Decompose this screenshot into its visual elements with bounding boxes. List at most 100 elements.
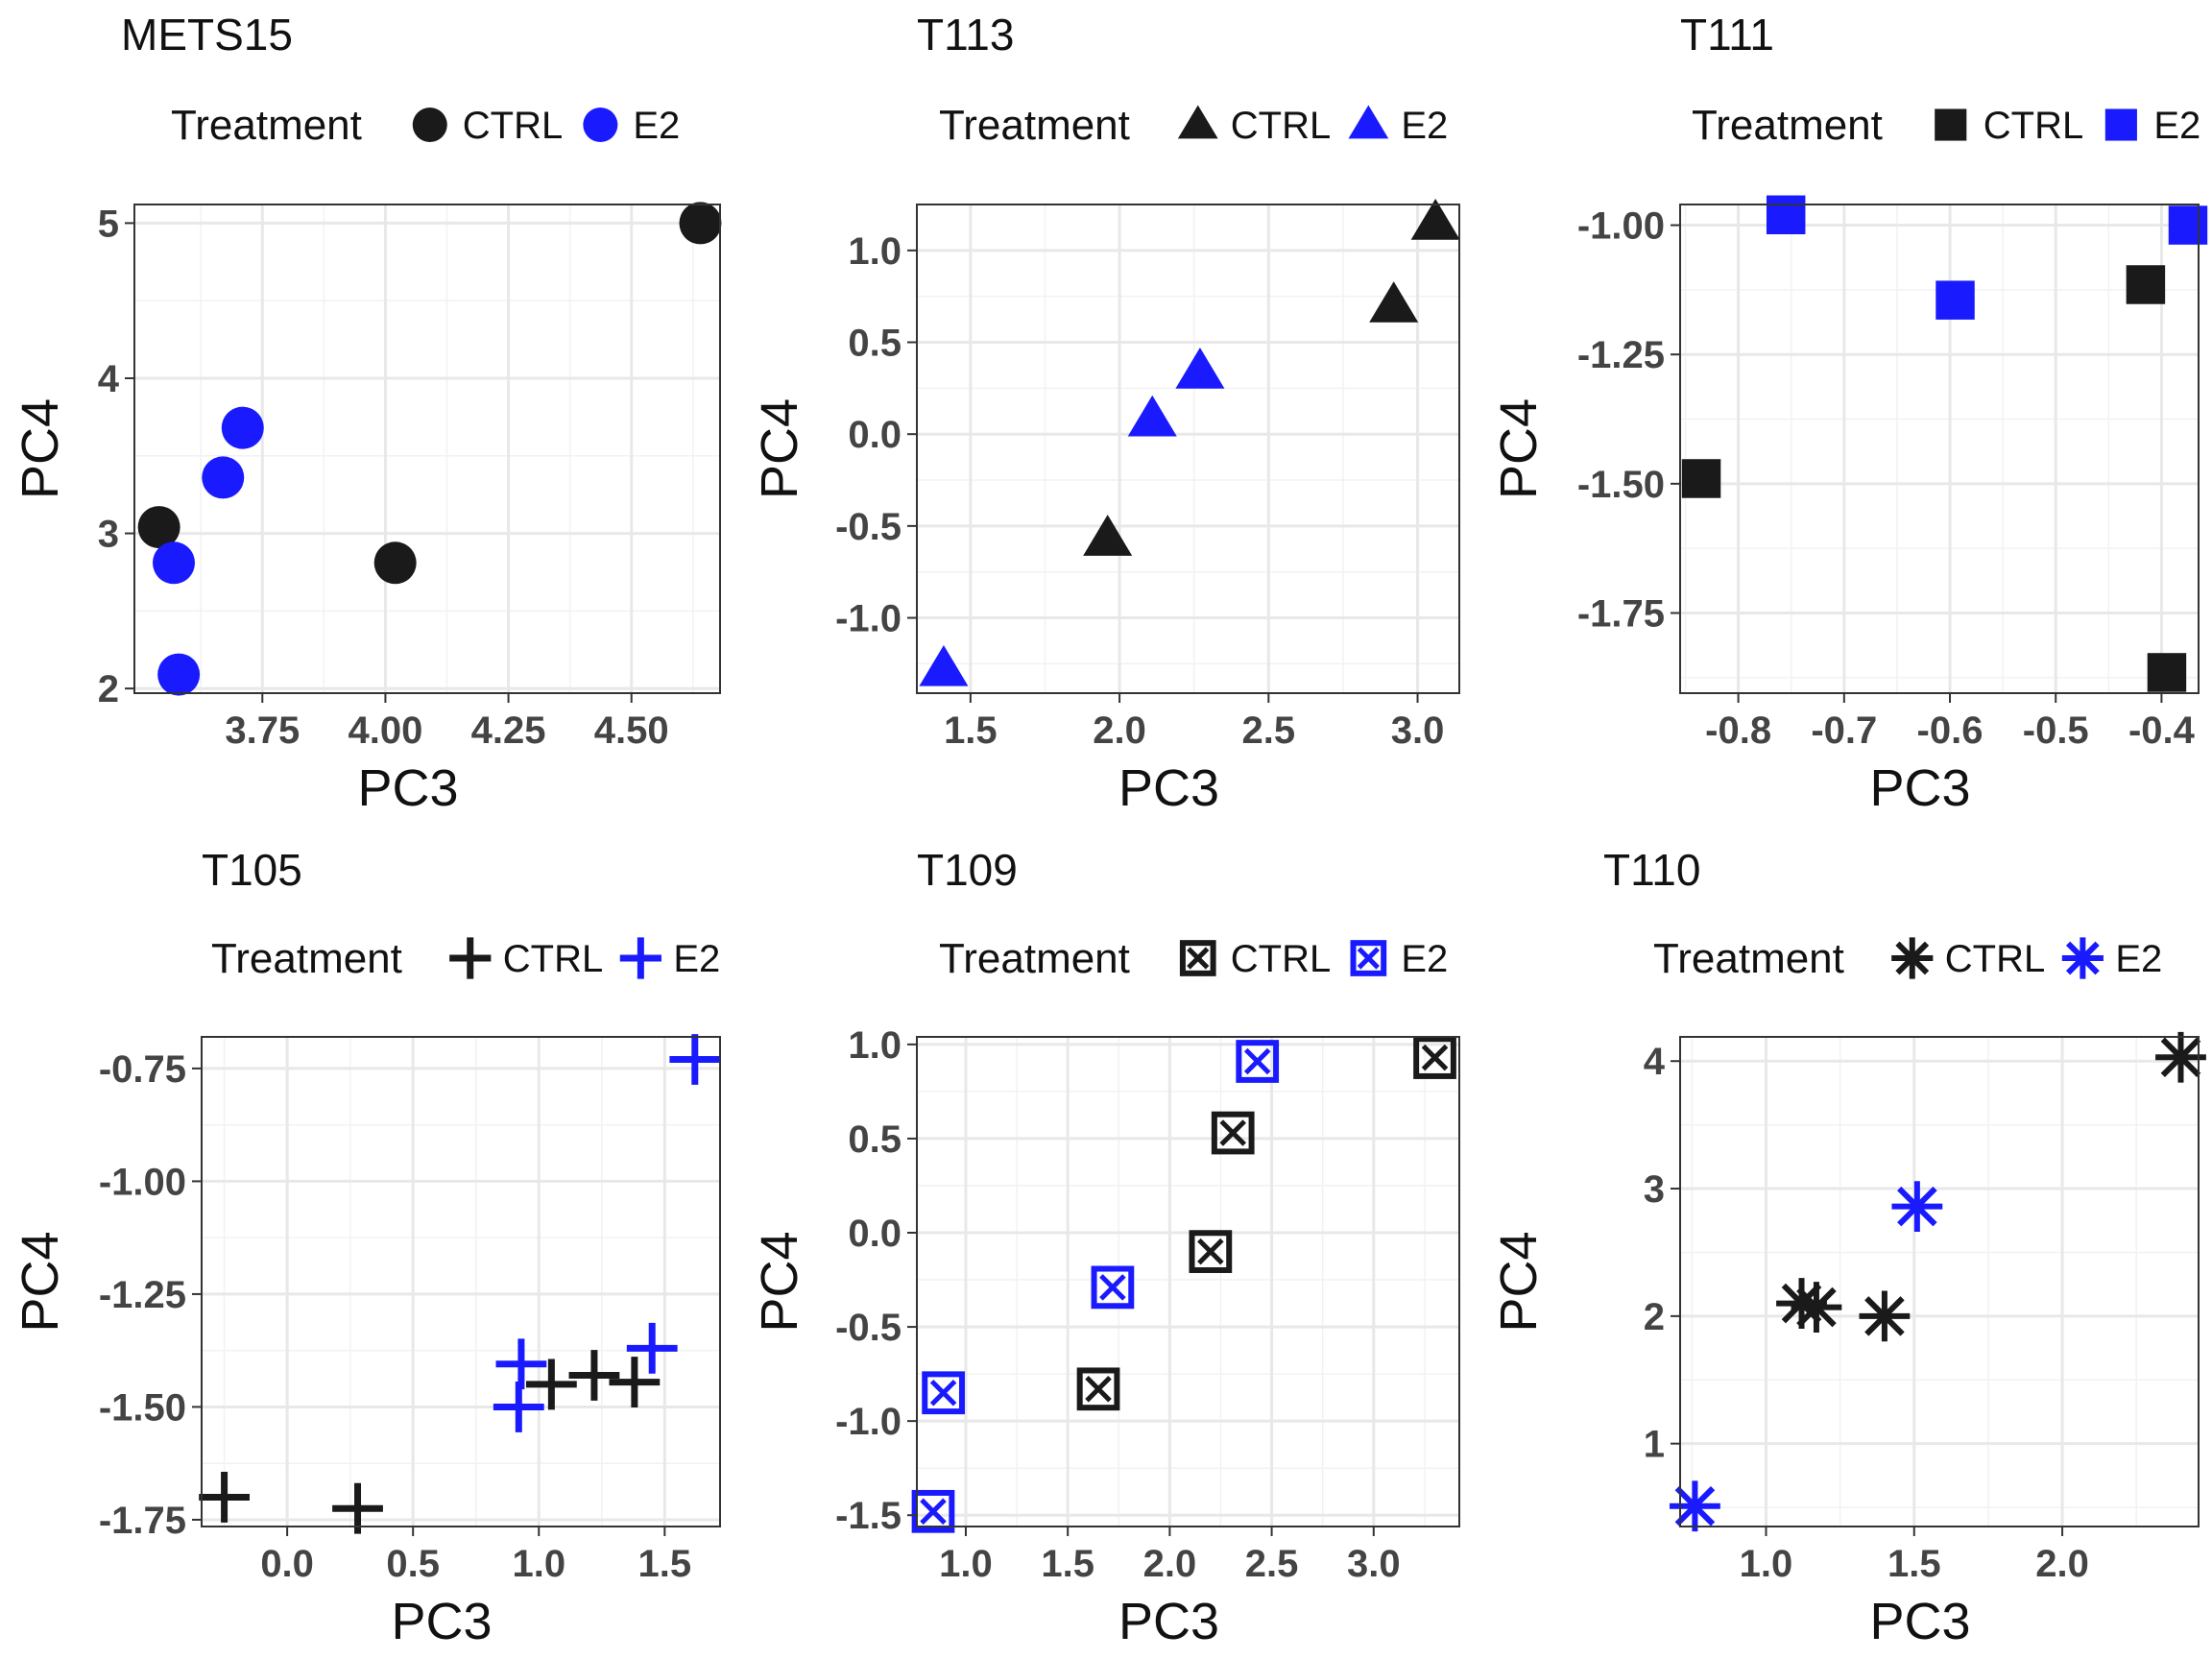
y-tick-label: 0.0 [848,414,902,456]
panel-title: T110 [1603,845,1700,895]
y-tick-label: -1.50 [99,1386,186,1429]
panel-title: T109 [917,845,1018,895]
legend-key-e2 [583,108,618,142]
y-axis-label: PC4 [1490,398,1548,499]
data-points [1670,1031,2206,1532]
point-e2-2 [1936,280,1975,320]
point-e2-1 [153,541,196,585]
data-points [137,202,722,696]
legend-title: Treatment [1692,102,1883,149]
point-ctrl-2 [373,541,417,585]
y-tick-label: -1.75 [99,1500,186,1542]
plot-background [1680,1037,2199,1527]
x-tick-label: 2.5 [1242,709,1296,752]
x-tick-label: 1.5 [1041,1543,1094,1585]
y-tick-label: -0.75 [99,1048,186,1091]
point-e2-3 [2168,205,2208,245]
point-e2-1 [911,1489,955,1533]
panel-title: T105 [202,845,302,895]
panel-mets15: METS15 Treatment CTRL E2 3.75 4.00 4.25 4.50 2 3 4… [12,10,722,817]
y-tick-label: 1.0 [848,230,902,273]
x-tick-label: 3.0 [1347,1543,1401,1585]
data-points [1681,195,2208,692]
point-e2-4 [221,406,264,449]
plot-background [134,204,720,693]
x-axis-label: PC3 [1869,759,1970,817]
y-tick-label: -1.0 [835,1401,902,1443]
legend-label-ctrl: CTRL [503,938,603,980]
y-axis-label: PC4 [1490,1231,1548,1332]
plot-background [1680,204,2199,693]
legend-label-ctrl: CTRL [463,105,563,147]
y-tick-label: -0.5 [835,1307,902,1349]
x-tick-label: 1.5 [1887,1543,1941,1585]
major-gridlines [1680,1037,2199,1527]
y-tick-label: 0.5 [848,323,902,365]
x-tick-label: -0.8 [1705,709,1771,752]
y-axis-label: PC4 [12,1231,69,1332]
panel-t105: T105 Treatment CTRL E2 0.0 0.5 1.0 1.5 -1.75 -1.5… [12,845,721,1650]
x-axis-label: PC3 [391,1593,492,1650]
y-tick-label: -1.50 [1577,464,1665,506]
data-points [919,199,1460,686]
y-tick-label: 0.5 [848,1118,902,1161]
y-tick-label: 5 [98,203,119,245]
x-axis-label: PC3 [1118,1593,1219,1650]
x-tick-label: 1.5 [944,709,998,752]
plot-frame [1679,1036,2200,1527]
y-axis-label: PC4 [12,398,69,499]
point-e2-1 [493,1382,544,1432]
point-ctrl-2 [2126,265,2166,304]
major-gridlines [134,204,720,693]
legend-label-e2: E2 [2153,105,2200,147]
x-axis-label: PC3 [357,759,458,817]
y-tick-label: 3 [1644,1168,1665,1211]
data-points [911,1036,1456,1533]
point-ctrl-1 [1083,515,1133,556]
data-points [199,1034,721,1534]
x-tick-label: 3.0 [1391,709,1445,752]
point-e2-3 [202,456,245,499]
point-e2-1 [1670,1480,1720,1532]
legend-label-ctrl: CTRL [1231,938,1331,980]
point-e2-2 [1127,395,1177,437]
x-tick-label: 0.0 [260,1543,314,1585]
legend-title: Treatment [171,102,362,149]
x-tick-label: 2.0 [2035,1543,2089,1585]
y-tick-label: -1.0 [835,598,902,640]
legend-key-ctrl [412,108,447,142]
x-tick-label: 1.0 [939,1543,993,1585]
y-axis-label: PC4 [751,398,808,499]
y-tick-label: 2 [98,668,119,710]
y-tick-label: -1.75 [1577,593,1665,636]
point-ctrl-3 [2147,653,2187,692]
point-ctrl-3 [1211,1111,1255,1155]
point-e2-2 [495,1338,547,1390]
legend-key-e2 [1350,940,1387,976]
legend-label-ctrl: CTRL [1984,105,2083,147]
legend-label-e2: E2 [2115,938,2162,980]
plot-background [917,204,1459,693]
point-ctrl-4 [1413,1036,1456,1079]
point-ctrl-1 [1076,1367,1120,1411]
x-axis-label: PC3 [1869,1593,1970,1650]
point-ctrl-3 [1859,1290,1911,1342]
major-gridlines [917,1037,1459,1527]
y-tick-label: 1.0 [848,1024,902,1067]
x-tick-label: -0.4 [2128,709,2196,752]
legend-key-ctrl [1891,937,1934,979]
x-tick-label: 3.75 [225,709,300,752]
legend-key-ctrl [1935,108,1967,141]
x-tick-label: 4.25 [471,709,546,752]
point-e2-1 [919,645,969,686]
legend-label-ctrl: CTRL [1945,938,2045,980]
panel-t111: T111 Treatment CTRL E2 -0.8 -0.7 -0.6 -0.5 -0.4 -… [1490,10,2208,817]
legend-key-ctrl [1179,940,1216,976]
legend-key-e2 [619,937,661,979]
y-tick-label: 4 [1644,1041,1666,1083]
legend: Treatment CTRL E2 [939,935,1448,982]
x-axis-label: PC3 [1118,759,1219,817]
point-e2-1 [1766,195,1806,235]
point-e2-3 [1175,348,1225,389]
